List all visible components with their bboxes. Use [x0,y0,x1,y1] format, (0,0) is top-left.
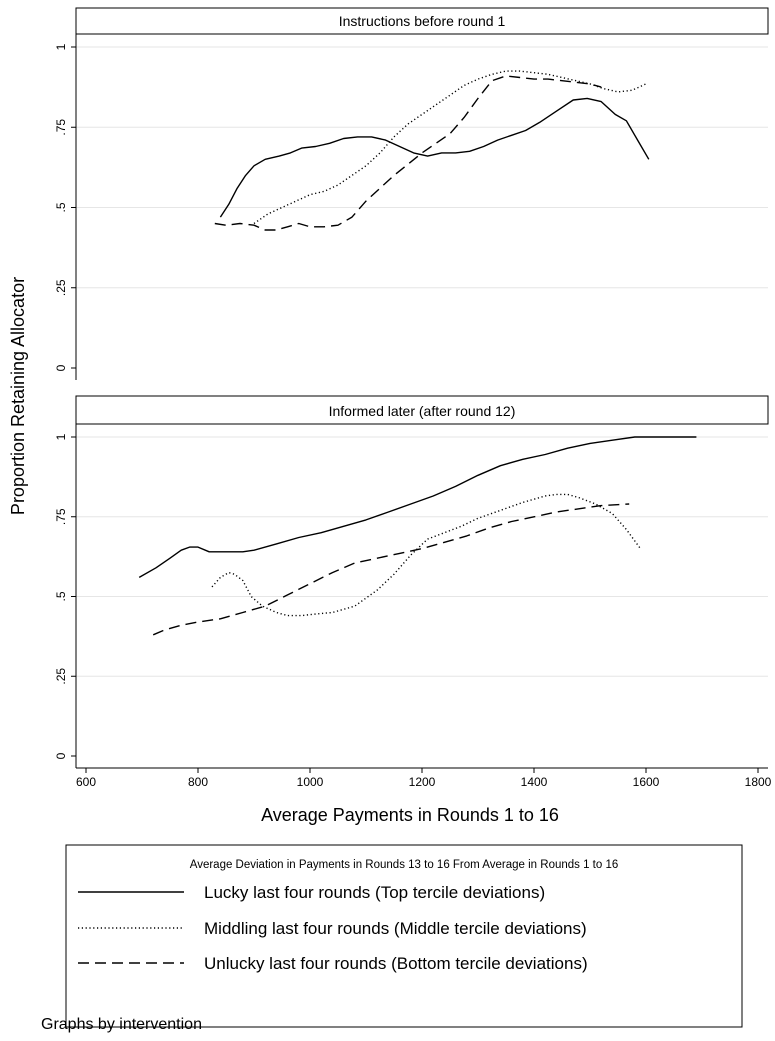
series-line-dashed [152,503,630,636]
legend-label: Unlucky last four rounds (Bottom tercile… [204,954,588,973]
series-line-dotted [253,70,647,225]
y-tick-label: .25 [54,668,68,685]
series-line-dashed [214,75,602,231]
x-tick-label: 1600 [633,775,660,789]
y-tick-label: .5 [54,202,68,212]
y-tick-label: .25 [54,279,68,296]
series-line-solid [138,436,697,579]
panel-title-strip [75,395,769,425]
legend-box [65,844,743,1028]
legend-label: Lucky last four rounds (Top tercile devi… [204,883,545,902]
y-axis-title: Proportion Retaining Allocator [8,277,28,515]
y-tick-label: .5 [54,591,68,601]
series-line-solid [219,97,650,218]
panel-title: Informed later (after round 12) [329,403,516,419]
panel-title-strip [75,7,769,35]
x-axis-title: Average Payments in Rounds 1 to 16 [261,805,559,825]
x-tick-label: 600 [76,775,96,789]
x-tick-label: 800 [188,775,208,789]
y-tick-label: .75 [54,119,68,136]
legend-label: Middling last four rounds (Middle tercil… [204,919,587,938]
graphs-by-note: Graphs by intervention [41,1016,202,1033]
legend-title: Average Deviation in Payments in Rounds … [190,859,619,871]
y-tick-label: 0 [54,752,68,759]
y-tick-label: 1 [54,433,68,440]
y-tick-label: .75 [54,508,68,525]
y-tick-label: 1 [54,43,68,50]
panel-title: Instructions before round 1 [339,13,506,29]
x-tick-label: 1400 [521,775,548,789]
x-tick-label: 1000 [297,775,324,789]
series-line-dotted [211,493,641,617]
x-tick-label: 1800 [745,775,772,789]
y-tick-label: 0 [54,364,68,371]
x-tick-label: 1200 [409,775,436,789]
